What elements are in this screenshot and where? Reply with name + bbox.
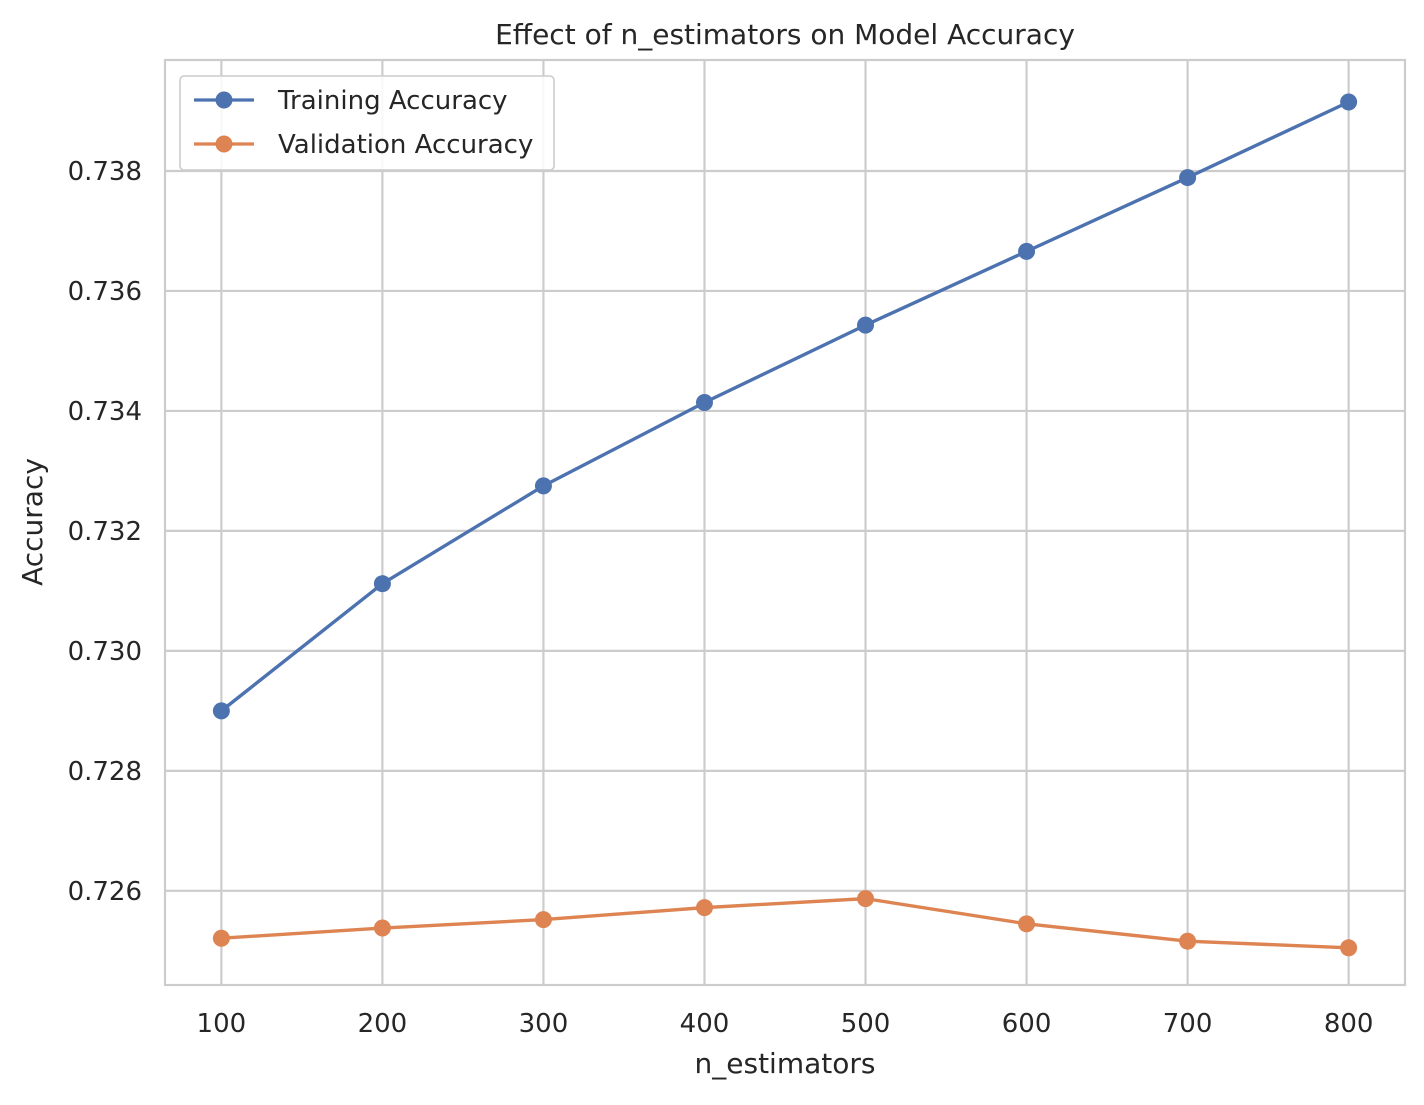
data-point-validation-4 bbox=[857, 890, 875, 908]
legend-marker-validation bbox=[215, 135, 233, 153]
y-tick-label-6: 0.738 bbox=[68, 157, 142, 187]
data-point-validation-2 bbox=[534, 911, 552, 929]
plot-frame bbox=[163, 58, 1407, 987]
y-tick-label-0: 0.726 bbox=[68, 877, 142, 907]
series-validation bbox=[212, 890, 1358, 957]
y-axis-label: Accuracy bbox=[16, 458, 49, 586]
data-point-training-4 bbox=[857, 316, 875, 334]
y-tick-label-1: 0.728 bbox=[68, 757, 142, 787]
x-tick-label-4: 500 bbox=[841, 1009, 891, 1039]
data-point-validation-3 bbox=[695, 899, 713, 917]
x-tick-label-5: 600 bbox=[1002, 1009, 1052, 1039]
data-point-validation-1 bbox=[373, 919, 391, 937]
data-point-validation-5 bbox=[1018, 915, 1036, 933]
x-tick-label-0: 100 bbox=[197, 1009, 247, 1039]
y-tick-labels: 0.726 0.728 0.730 0.732 0.734 0.736 0.738 bbox=[68, 157, 142, 907]
chart-title: Effect of n_estimators on Model Accuracy bbox=[495, 18, 1075, 51]
legend-box bbox=[179, 75, 555, 171]
series-layer bbox=[212, 93, 1358, 957]
x-tick-labels: 100 200 300 400 500 600 700 800 bbox=[197, 1009, 1374, 1039]
data-point-training-2 bbox=[534, 477, 552, 495]
y-tick-label-4: 0.734 bbox=[68, 397, 142, 427]
x-tick-label-1: 200 bbox=[358, 1009, 408, 1039]
x-axis-label: n_estimators bbox=[695, 1047, 876, 1080]
legend-label-training: Training Accuracy bbox=[277, 86, 508, 116]
data-point-training-5 bbox=[1018, 242, 1036, 260]
data-point-validation-0 bbox=[212, 929, 230, 947]
x-tick-label-6: 700 bbox=[1163, 1009, 1213, 1039]
x-tick-label-2: 300 bbox=[519, 1009, 569, 1039]
data-point-training-6 bbox=[1179, 169, 1197, 187]
data-point-training-3 bbox=[695, 394, 713, 412]
x-tick-label-7: 800 bbox=[1324, 1009, 1374, 1039]
x-tick-label-3: 400 bbox=[680, 1009, 730, 1039]
data-point-training-1 bbox=[373, 575, 391, 593]
y-tick-label-2: 0.730 bbox=[68, 637, 142, 667]
series-training bbox=[212, 93, 1358, 720]
data-point-training-0 bbox=[212, 702, 230, 720]
y-tick-label-5: 0.736 bbox=[68, 277, 142, 307]
legend-label-validation: Validation Accuracy bbox=[278, 130, 533, 160]
legend-marker-training bbox=[215, 91, 233, 109]
data-point-training-7 bbox=[1340, 93, 1358, 111]
gridlines bbox=[165, 60, 1405, 985]
series-line-validation bbox=[219, 896, 1351, 950]
data-point-validation-7 bbox=[1340, 939, 1358, 957]
data-point-validation-6 bbox=[1179, 932, 1197, 950]
legend: Training Accuracy Validation Accuracy bbox=[179, 75, 555, 171]
series-line-training bbox=[219, 100, 1351, 713]
y-tick-label-3: 0.732 bbox=[68, 517, 142, 547]
